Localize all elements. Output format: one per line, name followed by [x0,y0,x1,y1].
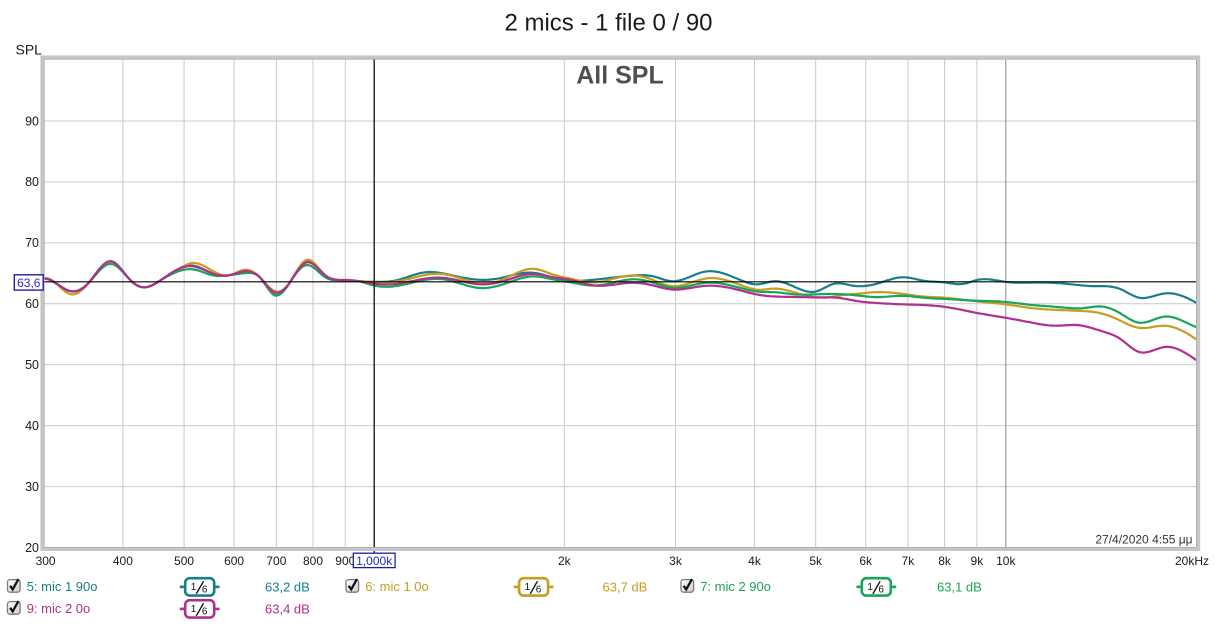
svg-text:SPL: SPL [16,42,43,58]
svg-text:40: 40 [25,419,39,433]
svg-text:80: 80 [25,175,39,189]
svg-text:20kHz: 20kHz [1175,554,1209,568]
svg-text:700: 700 [266,554,286,568]
svg-text:1: 1 [867,582,873,593]
svg-text:1: 1 [191,582,197,593]
svg-text:1,000k: 1,000k [356,554,393,568]
svg-text:6: 6 [202,607,208,618]
svg-text:63,2 dB: 63,2 dB [265,579,310,594]
svg-text:All SPL: All SPL [576,62,664,90]
svg-text:600: 600 [224,554,244,568]
svg-text:6: 6 [536,585,542,596]
svg-text:4k: 4k [748,554,762,568]
svg-text:70: 70 [25,236,39,250]
svg-text:63,6: 63,6 [17,276,41,290]
svg-text:60: 60 [25,297,39,311]
svg-text:9: mic 2 0o: 9: mic 2 0o [27,601,91,616]
svg-text:20: 20 [25,541,39,555]
svg-text:5k: 5k [809,554,823,568]
svg-text:8k: 8k [938,554,952,568]
svg-text:6: 6 [878,585,884,596]
svg-text:5: mic 1 90o: 5: mic 1 90o [27,579,98,594]
svg-text:63,7 dB: 63,7 dB [603,579,648,594]
svg-text:500: 500 [174,554,194,568]
svg-text:800: 800 [303,554,323,568]
svg-text:900: 900 [335,554,355,568]
svg-text:90: 90 [25,114,39,128]
svg-text:400: 400 [113,554,133,568]
svg-text:30: 30 [25,480,39,494]
svg-text:9k: 9k [971,554,985,568]
svg-text:1: 1 [525,582,531,593]
svg-text:1: 1 [191,604,197,615]
svg-text:63,4 dB: 63,4 dB [265,601,310,616]
svg-text:300: 300 [36,554,56,568]
svg-text:27/4/2020 4:55 μμ: 27/4/2020 4:55 μμ [1095,533,1192,547]
svg-text:63,1 dB: 63,1 dB [937,579,982,594]
svg-text:2 mics - 1 file 0 / 90: 2 mics - 1 file 0 / 90 [504,10,712,37]
svg-text:6k: 6k [859,554,873,568]
svg-text:6: 6 [202,585,208,596]
svg-text:50: 50 [25,358,39,372]
svg-text:7k: 7k [902,554,916,568]
svg-text:2k: 2k [558,554,572,568]
svg-text:6: mic 1 0o: 6: mic 1 0o [365,579,429,594]
svg-text:3k: 3k [669,554,683,568]
svg-text:7: mic 2 90o: 7: mic 2 90o [700,579,771,594]
svg-text:10k: 10k [996,554,1016,568]
